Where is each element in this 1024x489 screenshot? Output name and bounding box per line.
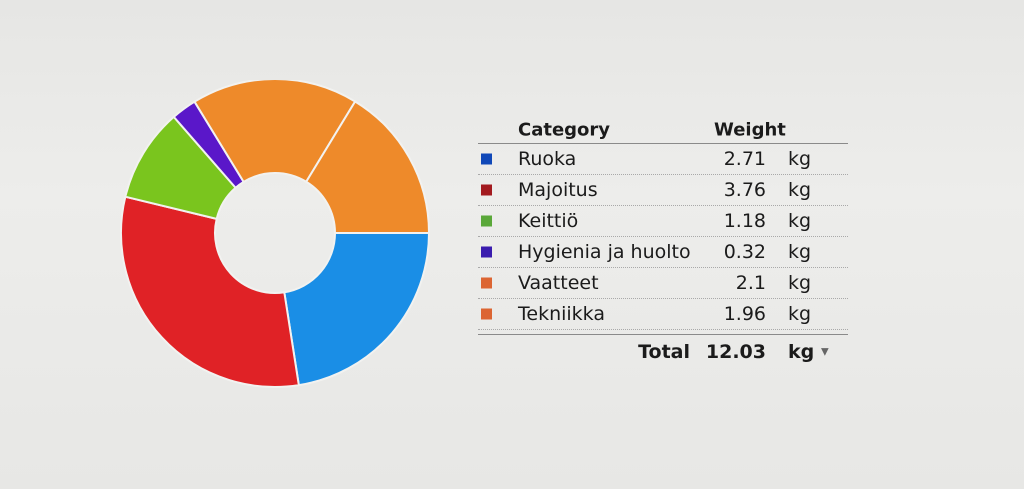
total-row: Total 12.03 kg ▼: [478, 334, 848, 369]
row-category: Majoitus: [518, 179, 598, 201]
row-category: Ruoka: [518, 148, 577, 170]
table-header: Category Weight: [478, 116, 848, 144]
table-row: Vaatteet 2.1 kg: [478, 268, 848, 299]
table-row: Ruoka 2.71 kg: [478, 144, 848, 175]
header-category: Category: [518, 119, 611, 140]
donut-slice-vaatteet: [193, 80, 357, 184]
row-weight: 2.1: [735, 272, 766, 294]
legend-swatch-tekniikka: [481, 308, 492, 320]
total-label: Total: [638, 341, 690, 363]
category-weight-table: Category Weight Ruoka 2.71 kg Majoitus 3…: [478, 116, 848, 369]
row-unit: kg: [788, 179, 812, 201]
legend-swatch-keittio: [481, 215, 492, 227]
table-row: Majoitus 3.76 kg: [478, 175, 848, 206]
table-row: Tekniikka 1.96 kg: [478, 299, 848, 330]
table-row: Keittiö 1.18 kg: [478, 206, 848, 237]
donut-slice-majoitus: [120, 195, 300, 388]
legend-swatch-vaatteet: [481, 277, 492, 289]
legend-swatch-ruoka: [481, 153, 492, 165]
header-weight: Weight: [714, 119, 786, 140]
row-weight: 2.71: [723, 148, 766, 170]
row-weight: 1.18: [723, 210, 766, 232]
row-unit: kg: [788, 241, 812, 263]
table-row: Hygienia ja huolto 0.32 kg: [478, 237, 848, 268]
row-unit: kg: [788, 148, 812, 170]
total-weight: 12.03: [705, 341, 766, 363]
row-weight: 3.76: [723, 179, 766, 201]
legend-swatch-hygienia: [481, 246, 492, 258]
legend-swatch-majoitus: [481, 184, 492, 196]
row-unit: kg: [788, 303, 812, 325]
total-unit: kg: [788, 341, 815, 363]
donut-slice-ruoka: [283, 232, 431, 387]
row-weight: 1.96: [723, 303, 766, 325]
row-unit: kg: [788, 272, 812, 294]
row-unit: kg: [788, 210, 812, 232]
row-category: Keittiö: [518, 210, 579, 232]
row-category: Vaatteet: [518, 272, 599, 294]
donut-chart: [120, 80, 431, 388]
row-weight: 0.32: [723, 241, 766, 263]
row-category: Tekniikka: [518, 303, 605, 325]
row-category: Hygienia ja huolto: [518, 241, 691, 263]
donut-slice-tekniikka: [304, 100, 431, 234]
unit-dropdown-icon[interactable]: ▼: [821, 346, 829, 358]
